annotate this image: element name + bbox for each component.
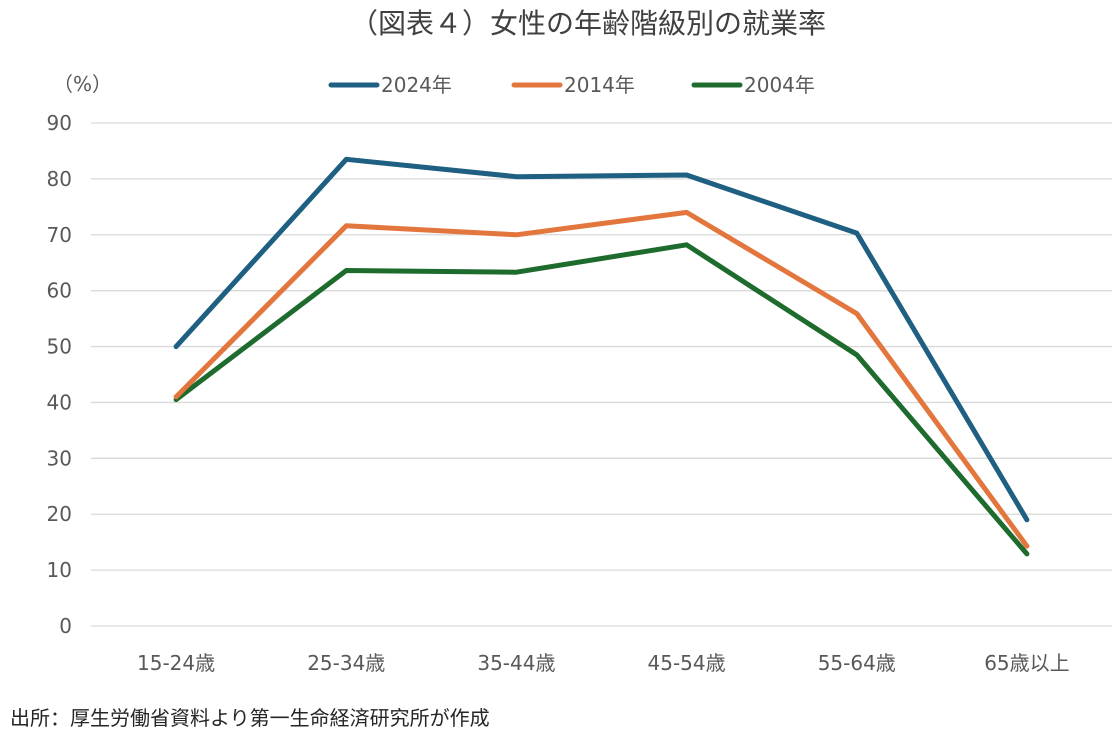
series-line-2004年 — [173, 242, 1030, 557]
y-axis-ticks: 0 10 20 30 40 50 60 70 80 90 — [47, 111, 72, 638]
y-tick-label: 0 — [59, 614, 72, 638]
x-tick-label: 65歳以上 — [984, 651, 1069, 675]
y-tick-label: 40 — [47, 390, 72, 414]
y-tick-label: 20 — [47, 502, 72, 526]
series-line-2024年 — [173, 156, 1030, 523]
y-tick-label: 50 — [47, 335, 72, 359]
chart-title: （図表４）女性の年齢階級別の就業率 — [350, 7, 826, 40]
y-axis-unit-label: （%） — [53, 72, 112, 96]
x-tick-label: 25-34歳 — [307, 651, 385, 675]
x-tick-label: 55-64歳 — [818, 651, 896, 675]
x-tick-label: 45-54歳 — [648, 651, 726, 675]
y-tick-label: 30 — [47, 446, 72, 470]
gridlines — [91, 122, 1112, 627]
x-tick-label: 35-44歳 — [477, 651, 555, 675]
series-lines — [173, 156, 1030, 557]
y-tick-label: 70 — [47, 223, 72, 247]
x-tick-label: 15-24歳 — [137, 651, 215, 675]
legend-label: 2014年 — [564, 73, 635, 97]
y-tick-label: 10 — [47, 558, 72, 582]
y-tick-label: 60 — [47, 279, 72, 303]
legend-label: 2024年 — [381, 73, 452, 97]
y-tick-label: 90 — [47, 111, 72, 135]
x-axis-ticks: 15-24歳 25-34歳 35-44歳 45-54歳 55-64歳 65歳以上 — [137, 651, 1070, 675]
source-note: 出所：厚生労働省資料より第一生命経済研究所が作成 — [10, 706, 490, 730]
series-line-2014年 — [173, 209, 1030, 549]
legend-label: 2004年 — [744, 73, 815, 97]
legend: 2024年 2014年 2004年 — [328, 73, 815, 97]
y-tick-label: 80 — [47, 167, 72, 191]
